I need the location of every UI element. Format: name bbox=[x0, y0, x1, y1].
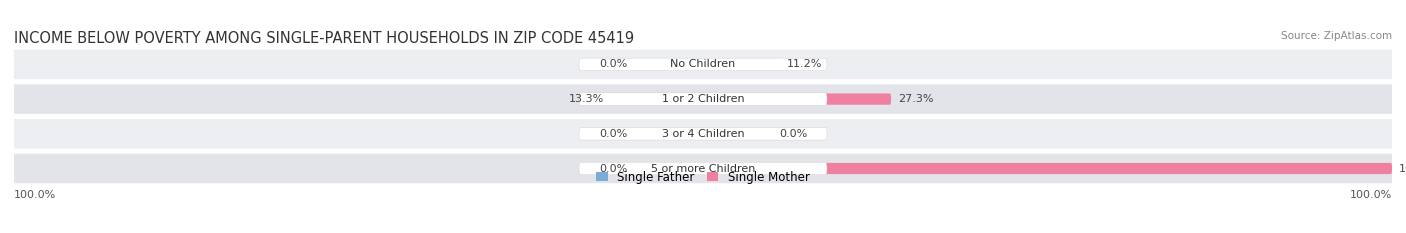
FancyBboxPatch shape bbox=[703, 93, 891, 105]
Text: No Children: No Children bbox=[671, 59, 735, 69]
FancyBboxPatch shape bbox=[703, 59, 780, 70]
Text: Source: ZipAtlas.com: Source: ZipAtlas.com bbox=[1281, 31, 1392, 41]
Text: INCOME BELOW POVERTY AMONG SINGLE-PARENT HOUSEHOLDS IN ZIP CODE 45419: INCOME BELOW POVERTY AMONG SINGLE-PARENT… bbox=[14, 31, 634, 46]
FancyBboxPatch shape bbox=[579, 58, 827, 71]
Text: 100.0%: 100.0% bbox=[14, 190, 56, 200]
FancyBboxPatch shape bbox=[14, 154, 1392, 183]
FancyBboxPatch shape bbox=[612, 93, 703, 105]
Text: 0.0%: 0.0% bbox=[599, 59, 627, 69]
Text: 11.2%: 11.2% bbox=[787, 59, 823, 69]
Text: 100.0%: 100.0% bbox=[1399, 164, 1406, 174]
FancyBboxPatch shape bbox=[579, 93, 827, 105]
Text: 3 or 4 Children: 3 or 4 Children bbox=[662, 129, 744, 139]
Text: 1 or 2 Children: 1 or 2 Children bbox=[662, 94, 744, 104]
Text: 13.3%: 13.3% bbox=[569, 94, 605, 104]
FancyBboxPatch shape bbox=[703, 59, 780, 70]
FancyBboxPatch shape bbox=[634, 128, 703, 139]
Text: 0.0%: 0.0% bbox=[779, 129, 807, 139]
Text: 5 or more Children: 5 or more Children bbox=[651, 164, 755, 174]
Text: 0.0%: 0.0% bbox=[599, 164, 627, 174]
FancyBboxPatch shape bbox=[612, 93, 703, 105]
FancyBboxPatch shape bbox=[634, 163, 703, 174]
FancyBboxPatch shape bbox=[703, 93, 891, 105]
FancyBboxPatch shape bbox=[14, 119, 1392, 149]
FancyBboxPatch shape bbox=[703, 128, 772, 139]
FancyBboxPatch shape bbox=[703, 163, 1392, 174]
FancyBboxPatch shape bbox=[579, 127, 827, 140]
FancyBboxPatch shape bbox=[634, 59, 703, 70]
FancyBboxPatch shape bbox=[14, 50, 1392, 79]
Text: 27.3%: 27.3% bbox=[898, 94, 934, 104]
FancyBboxPatch shape bbox=[14, 84, 1392, 114]
Text: 0.0%: 0.0% bbox=[599, 129, 627, 139]
Text: 100.0%: 100.0% bbox=[1350, 190, 1392, 200]
Legend: Single Father, Single Mother: Single Father, Single Mother bbox=[592, 166, 814, 188]
FancyBboxPatch shape bbox=[579, 162, 827, 175]
FancyBboxPatch shape bbox=[703, 163, 1392, 174]
